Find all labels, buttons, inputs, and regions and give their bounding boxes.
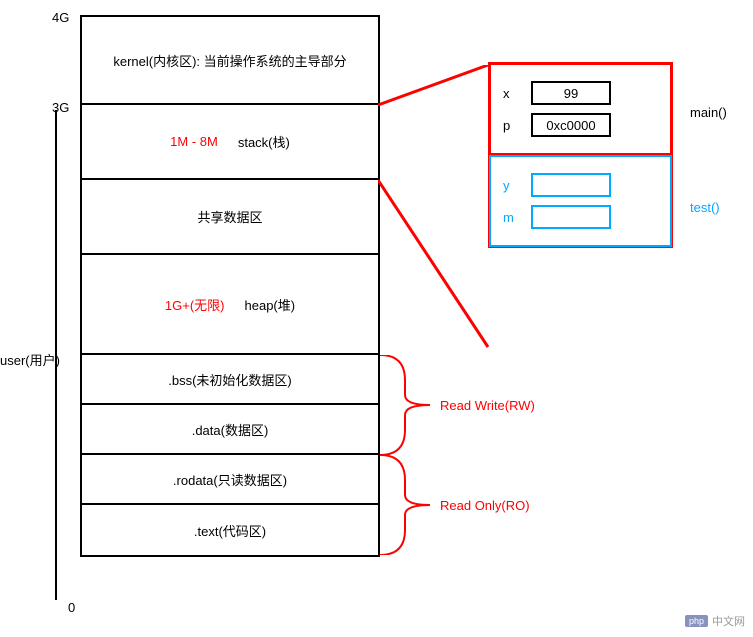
var-row-m: m xyxy=(503,205,658,229)
watermark-text: 中文网 xyxy=(712,613,745,629)
kernel-text: kernel(内核区): 当前操作系统的主导部分 xyxy=(113,51,346,70)
section-kernel: kernel(内核区): 当前操作系统的主导部分 xyxy=(82,17,378,105)
rw-label: Read Write(RW) xyxy=(440,398,535,413)
stack-frame-main: x 99 p 0xc0000 xyxy=(491,65,670,155)
section-text: .text(代码区) xyxy=(82,505,378,555)
var-m-name: m xyxy=(503,210,517,225)
bss-text: .bss(未初始化数据区) xyxy=(168,370,292,389)
ro-brace xyxy=(380,455,440,555)
ro-label: Read Only(RO) xyxy=(440,498,530,513)
test-label: test() xyxy=(690,200,720,215)
data-text: .data(数据区) xyxy=(192,420,269,439)
section-heap: 1G+(无限) heap(堆) xyxy=(82,255,378,355)
stack-connector xyxy=(378,65,498,355)
user-label: user(用户) xyxy=(0,350,60,369)
section-shared: 共享数据区 xyxy=(82,180,378,255)
stack-label: stack(栈) xyxy=(238,132,290,151)
var-m-value xyxy=(531,205,611,229)
watermark: php 中文网 xyxy=(685,613,745,629)
var-p-name: p xyxy=(503,118,517,133)
stack-note: 1M - 8M xyxy=(170,134,218,149)
section-bss: .bss(未初始化数据区) xyxy=(82,355,378,405)
section-rodata: .rodata(只读数据区) xyxy=(82,455,378,505)
var-x-value: 99 xyxy=(531,81,611,105)
php-icon: php xyxy=(685,615,708,627)
main-label: main() xyxy=(690,105,727,120)
heap-label: heap(堆) xyxy=(245,295,296,314)
shared-text: 共享数据区 xyxy=(197,207,262,226)
stack-detail-box: x 99 p 0xc0000 y m xyxy=(488,62,673,248)
section-data: .data(数据区) xyxy=(82,405,378,455)
var-p-value: 0xc0000 xyxy=(531,113,611,137)
heap-note: 1G+(无限) xyxy=(165,295,225,314)
var-x-name: x xyxy=(503,86,517,101)
rw-brace xyxy=(380,355,440,455)
addr-4g-label: 4G xyxy=(52,10,69,25)
var-row-x: x 99 xyxy=(503,81,658,105)
var-y-name: y xyxy=(503,178,517,193)
stack-frame-test: y m xyxy=(489,155,672,247)
addr-0-label: 0 xyxy=(68,600,75,615)
var-y-value xyxy=(531,173,611,197)
textseg-text: .text(代码区) xyxy=(194,521,266,540)
memory-layout: kernel(内核区): 当前操作系统的主导部分 1M - 8M stack(栈… xyxy=(80,15,380,557)
section-stack: 1M - 8M stack(栈) xyxy=(82,105,378,180)
var-row-y: y xyxy=(503,173,658,197)
var-row-p: p 0xc0000 xyxy=(503,113,658,137)
rodata-text: .rodata(只读数据区) xyxy=(173,470,287,489)
